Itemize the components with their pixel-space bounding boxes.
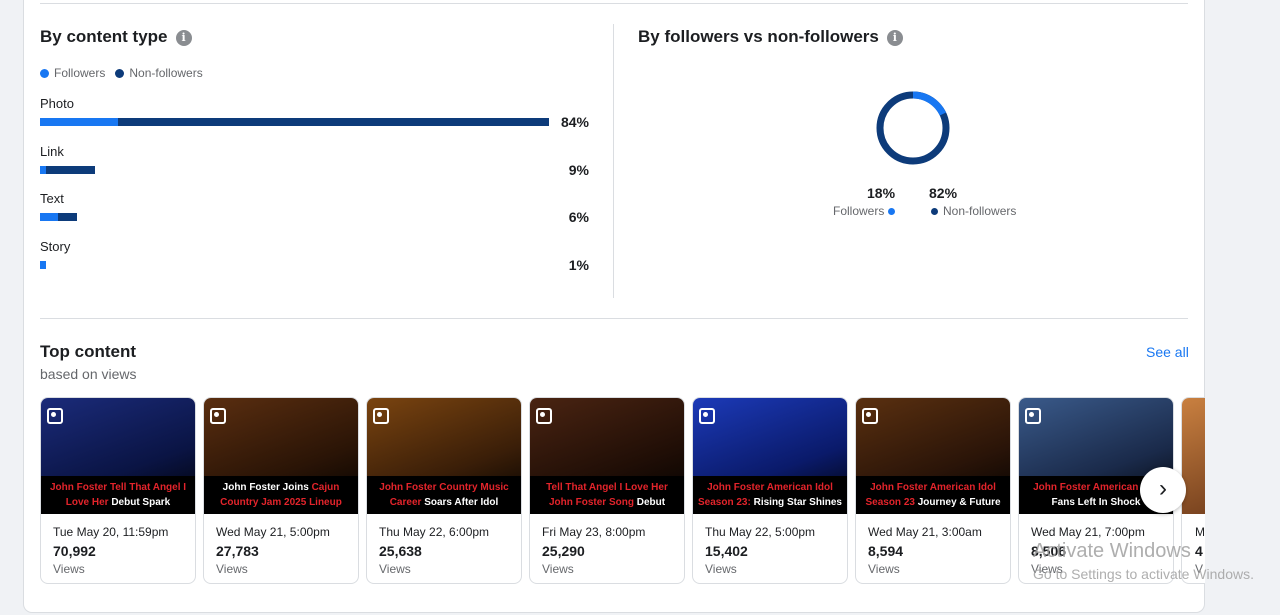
content-type-pct: 1% bbox=[568, 257, 589, 273]
content-type-title: By content type i bbox=[40, 27, 192, 47]
content-type-bar[interactable] bbox=[40, 213, 77, 221]
followers-dot-icon bbox=[40, 68, 49, 78]
photo-icon bbox=[47, 408, 63, 424]
post-date: Tue May 20, 11:59pm bbox=[53, 525, 169, 539]
content-type-pct: 9% bbox=[568, 162, 589, 178]
post-image: John Foster Country Music Career Soars A… bbox=[367, 398, 521, 514]
post-views-label: Views bbox=[705, 562, 737, 576]
post-date: Wed May 21, 7:00pm bbox=[1031, 525, 1145, 539]
photo-icon bbox=[699, 408, 715, 424]
content-thumbnail[interactable]: John Foster Joins Cajun Country Jam 2025… bbox=[203, 397, 359, 584]
content-type-label: Text bbox=[40, 191, 64, 206]
next-arrow-button[interactable]: › bbox=[1140, 467, 1186, 513]
post-views: 8,506 bbox=[1031, 543, 1067, 559]
non-followers-legend: Non-followers bbox=[931, 204, 1016, 218]
post-image: Tell That Angel I Love Her John Foster S… bbox=[530, 398, 684, 514]
content-type-legend: Followers Non-followers bbox=[40, 66, 203, 80]
section-divider-horizontal bbox=[40, 318, 1188, 319]
windows-activation-title: Activate Windows bbox=[1033, 540, 1191, 562]
non-followers-dot-icon bbox=[115, 68, 125, 78]
non-followers-dot-icon bbox=[931, 207, 938, 215]
post-image: John Foster Joins Cajun Country Jam 2025… bbox=[204, 398, 358, 514]
post-date: Thu May 22, 5:00pm bbox=[705, 525, 816, 539]
photo-icon bbox=[862, 408, 878, 424]
content-type-label: Story bbox=[40, 239, 71, 254]
top-divider bbox=[40, 3, 1188, 4]
content-thumbnail[interactable]: John Foster American Idol Fans Left In S… bbox=[1018, 397, 1174, 584]
content-type-bar[interactable] bbox=[40, 166, 95, 174]
post-caption: Tell That Angel I Love Her John Foster S… bbox=[530, 476, 684, 514]
content-type-pct: 84% bbox=[560, 114, 589, 130]
followers-donut[interactable] bbox=[873, 88, 953, 168]
content-thumbnail[interactable]: John Foster American Idol Season 23 Jour… bbox=[855, 397, 1011, 584]
content-thumbnail[interactable]: John Foster American Idol Season 23: Ris… bbox=[692, 397, 848, 584]
content-type-label: Photo bbox=[40, 96, 74, 111]
section-divider bbox=[613, 24, 614, 298]
post-date: Wed May 21, 3:00am bbox=[868, 525, 982, 539]
post-caption: John Foster American Idol Season 23 Jour… bbox=[856, 476, 1010, 514]
post-date: M bbox=[1195, 525, 1205, 539]
followers-segment bbox=[40, 166, 46, 174]
chevron-right-icon: › bbox=[1159, 475, 1167, 502]
content-type-label: Link bbox=[40, 144, 64, 159]
post-date: Wed May 21, 5:00pm bbox=[216, 525, 330, 539]
content-thumbnail[interactable]: Tell That Angel I Love Her John Foster S… bbox=[529, 397, 685, 584]
photo-icon bbox=[536, 408, 552, 424]
post-views: 8,594 bbox=[868, 543, 904, 559]
followers-legend: Followers bbox=[833, 204, 900, 218]
post-views-label: Views bbox=[53, 562, 85, 576]
post-caption: John Foster American Idol Season 23: Ris… bbox=[693, 476, 847, 514]
followers-segment bbox=[40, 261, 46, 269]
photo-icon bbox=[1025, 408, 1041, 424]
post-image: John Foster Tell That Angel I Love Her D… bbox=[41, 398, 195, 514]
post-caption: John Foster Tell That Angel I Love Her D… bbox=[41, 476, 195, 514]
post-caption: John Foster Country Music Career Soars A… bbox=[367, 476, 521, 514]
followers-segment bbox=[40, 118, 118, 126]
post-image: John Foster American Idol Season 23: Ris… bbox=[693, 398, 847, 514]
post-views-label: Views bbox=[1031, 562, 1063, 576]
post-views: 27,783 bbox=[216, 543, 259, 559]
post-views-label: Views bbox=[868, 562, 900, 576]
post-views: 25,290 bbox=[542, 543, 585, 559]
windows-activation-subtitle: Go to Settings to activate Windows. bbox=[1033, 566, 1254, 582]
content-type-bar[interactable] bbox=[40, 118, 549, 126]
non-followers-segment bbox=[118, 118, 549, 126]
post-caption: John Foster Joins Cajun Country Jam 2025… bbox=[204, 476, 358, 514]
post-image bbox=[1182, 398, 1205, 514]
post-views-label: Views bbox=[542, 562, 574, 576]
donut-followers-arc bbox=[876, 91, 950, 165]
info-icon[interactable]: i bbox=[886, 30, 903, 46]
followers-split-title: By followers vs non-followers i bbox=[638, 27, 903, 47]
see-all-link[interactable]: See all bbox=[1146, 344, 1189, 360]
post-views: 25,638 bbox=[379, 543, 422, 559]
post-views-label: Views bbox=[216, 562, 248, 576]
followers-dot-icon bbox=[888, 207, 896, 215]
non-followers-segment bbox=[58, 213, 77, 221]
post-image: John Foster American Idol Season 23 Jour… bbox=[856, 398, 1010, 514]
content-type-pct: 6% bbox=[568, 209, 589, 225]
content-type-bar[interactable] bbox=[40, 261, 46, 269]
post-views: 70,992 bbox=[53, 543, 96, 559]
content-thumbnail[interactable]: John Foster Tell That Angel I Love Her D… bbox=[40, 397, 196, 584]
photo-icon bbox=[373, 408, 389, 424]
post-views-label: Views bbox=[379, 562, 411, 576]
post-views-label: V bbox=[1195, 562, 1204, 576]
post-views: 4 bbox=[1195, 543, 1203, 559]
post-views: 15,402 bbox=[705, 543, 748, 559]
non-followers-pct: 82% bbox=[929, 185, 958, 201]
top-content-subtitle: based on views bbox=[40, 366, 137, 382]
followers-pct: 18% bbox=[867, 185, 896, 201]
non-followers-segment bbox=[46, 166, 95, 174]
post-date: Fri May 23, 8:00pm bbox=[542, 525, 646, 539]
followers-segment bbox=[40, 213, 58, 221]
top-content-title: Top content bbox=[40, 342, 136, 361]
info-icon[interactable]: i bbox=[175, 30, 192, 46]
post-date: Thu May 22, 6:00pm bbox=[379, 525, 490, 539]
content-thumbnail[interactable]: John Foster Country Music Career Soars A… bbox=[366, 397, 522, 584]
photo-icon bbox=[210, 408, 226, 424]
